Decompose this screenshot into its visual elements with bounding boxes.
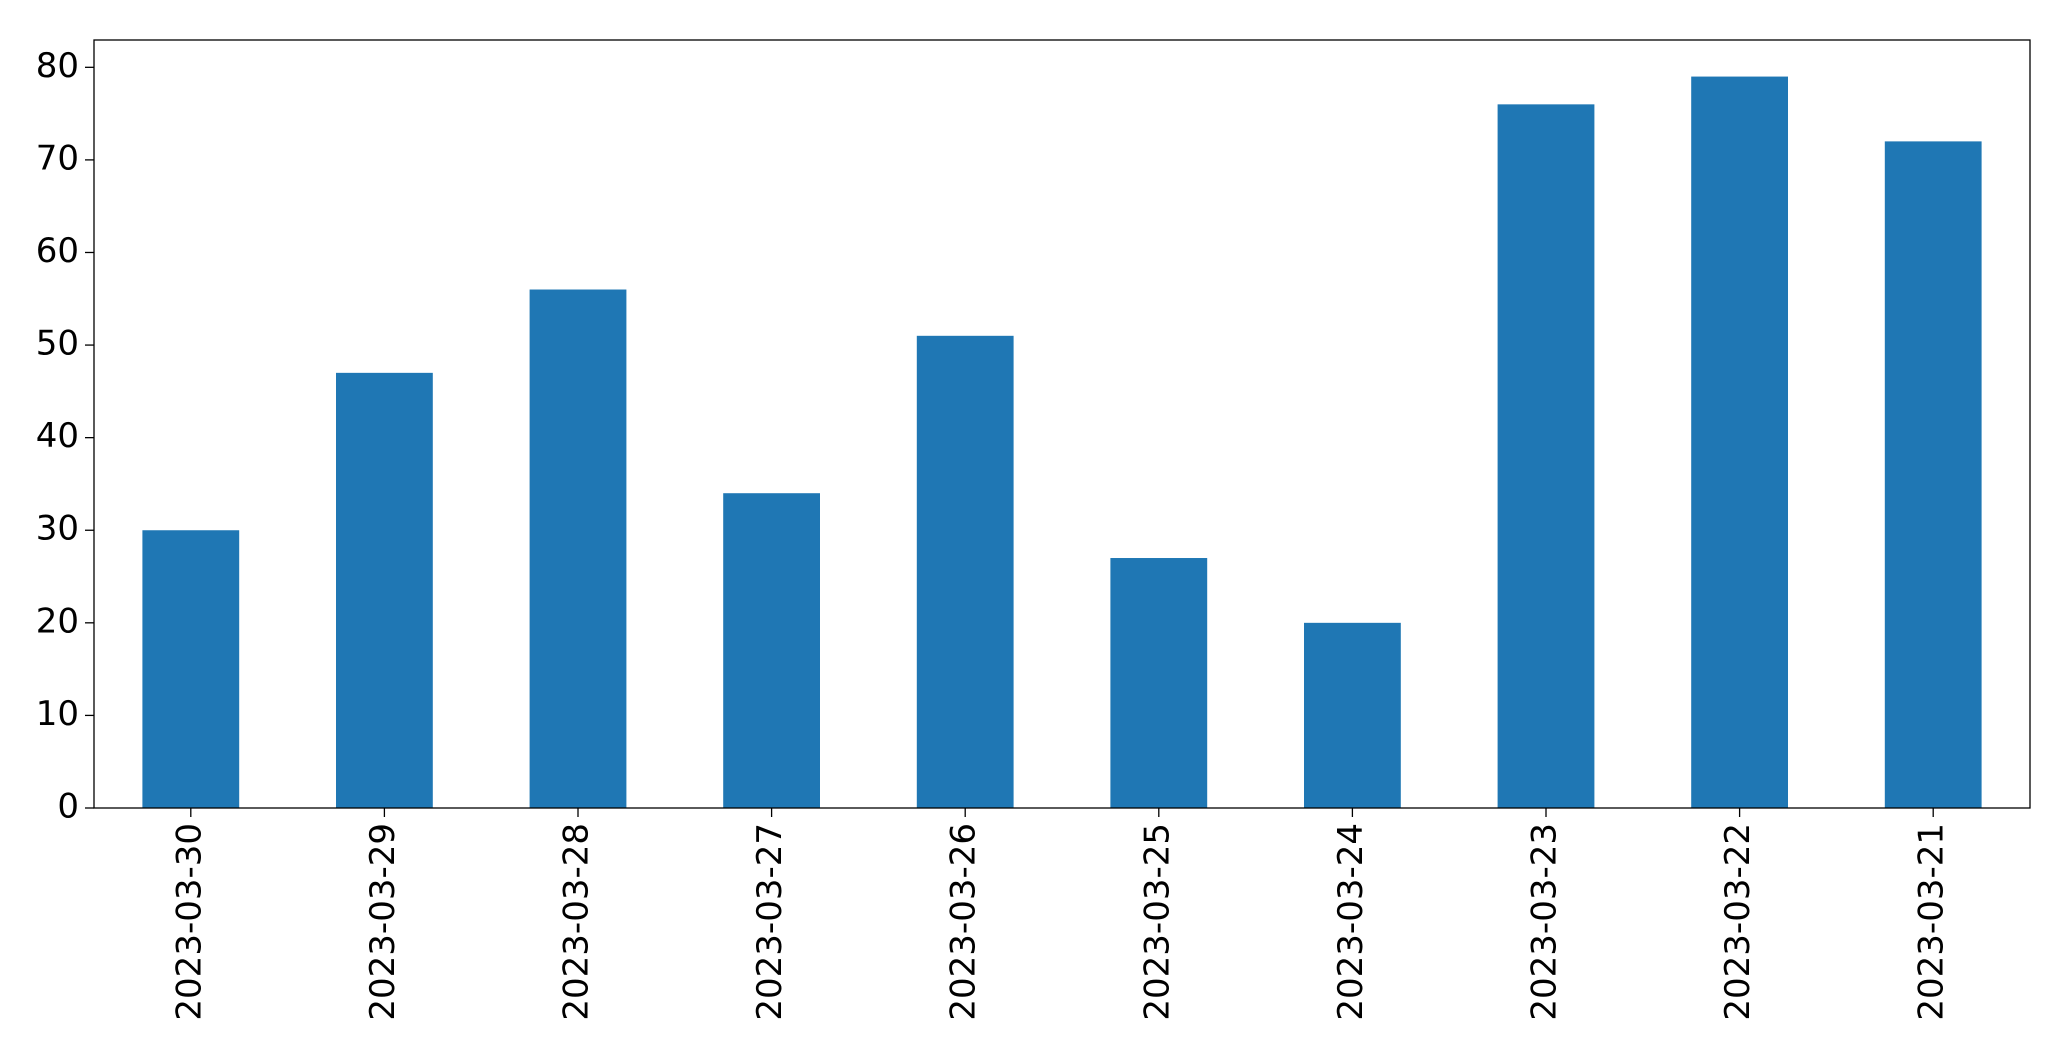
x-tick-label: 2023-03-28 bbox=[557, 823, 597, 1021]
y-tick-label: 70 bbox=[36, 138, 79, 178]
plot-frame bbox=[93, 39, 2031, 809]
bar bbox=[142, 530, 240, 808]
bar bbox=[723, 493, 820, 808]
x-tick-label: 2023-03-25 bbox=[1137, 823, 1177, 1021]
y-tick-label: 10 bbox=[36, 694, 79, 734]
bar bbox=[336, 372, 433, 808]
y-tick-label: 30 bbox=[36, 509, 79, 549]
bar bbox=[529, 289, 627, 808]
x-tick-label: 2023-03-21 bbox=[1912, 823, 1952, 1021]
y-tick-label: 20 bbox=[36, 601, 79, 641]
x-tick-label: 2023-03-22 bbox=[1718, 823, 1758, 1021]
bar bbox=[1884, 141, 1982, 808]
bar bbox=[1691, 76, 1788, 809]
y-tick-label: 60 bbox=[36, 231, 79, 271]
y-tick-label: 80 bbox=[36, 46, 79, 86]
x-tick-label: 2023-03-24 bbox=[1331, 823, 1371, 1021]
y-tick-label: 50 bbox=[36, 324, 79, 364]
bar bbox=[1304, 622, 1401, 808]
bar bbox=[916, 335, 1014, 808]
x-tick-label: 2023-03-26 bbox=[944, 823, 984, 1021]
bar bbox=[1110, 558, 1208, 808]
x-tick-label: 2023-03-27 bbox=[750, 823, 790, 1021]
x-tick-label: 2023-03-30 bbox=[169, 823, 209, 1021]
x-tick-label: 2023-03-23 bbox=[1525, 823, 1565, 1021]
y-tick-label: 0 bbox=[57, 787, 79, 827]
bar bbox=[1497, 104, 1595, 809]
y-tick-label: 40 bbox=[36, 416, 79, 456]
x-tick-label: 2023-03-29 bbox=[363, 823, 403, 1021]
